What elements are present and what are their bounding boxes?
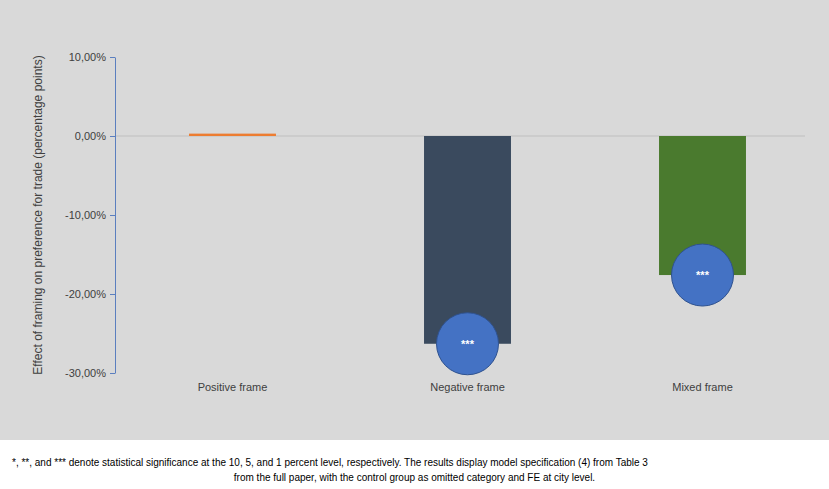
x-tick-label: Negative frame <box>430 381 505 393</box>
footnote: from the full paper, with the control gr… <box>234 472 595 483</box>
y-tick-label: -20,00% <box>65 288 106 300</box>
significance-marker <box>672 244 734 306</box>
footnote: *, **, and *** denote statistical signif… <box>12 457 648 468</box>
plot-area <box>189 134 746 344</box>
chart: -30,00% -20,00% -10,00% 0,00% 10,00% Positive… <box>0 0 829 489</box>
chart-background <box>0 0 829 440</box>
x-tick-label: Mixed frame <box>672 381 733 393</box>
y-axis: -30,00% -20,00% -10,00% 0,00% 10,00% <box>65 51 115 379</box>
y-tick-mark <box>110 215 115 216</box>
y-tick-mark <box>110 57 115 58</box>
y-tick-label: -30,00% <box>65 367 106 379</box>
y-tick: -20,00% <box>65 288 115 300</box>
significance-label: *** <box>461 338 475 350</box>
y-tick-label: 0,00% <box>75 130 106 142</box>
bar <box>189 134 276 136</box>
y-tick: -30,00% <box>65 367 115 379</box>
y-tick-label: 10,00% <box>69 51 107 63</box>
y-tick-label: -10,00% <box>65 209 106 221</box>
x-tick: Positive frame <box>198 381 268 393</box>
y-tick-mark <box>110 294 115 295</box>
y-tick: -10,00% <box>65 209 115 221</box>
y-tick: 0,00% <box>75 130 115 142</box>
significance-label: *** <box>696 269 710 281</box>
significance-marker <box>437 313 499 375</box>
y-axis-line <box>115 58 116 374</box>
x-axis: Positive frame Negative frame Mixed frame <box>198 381 733 393</box>
y-axis-title: Effect of framing on preference for trad… <box>31 55 45 374</box>
x-tick-label: Positive frame <box>198 381 268 393</box>
y-tick-mark <box>110 373 115 374</box>
y-tick: 10,00% <box>69 51 115 63</box>
x-tick: Mixed frame <box>672 381 733 393</box>
x-tick: Negative frame <box>430 381 505 393</box>
y-tick-mark <box>110 136 115 137</box>
